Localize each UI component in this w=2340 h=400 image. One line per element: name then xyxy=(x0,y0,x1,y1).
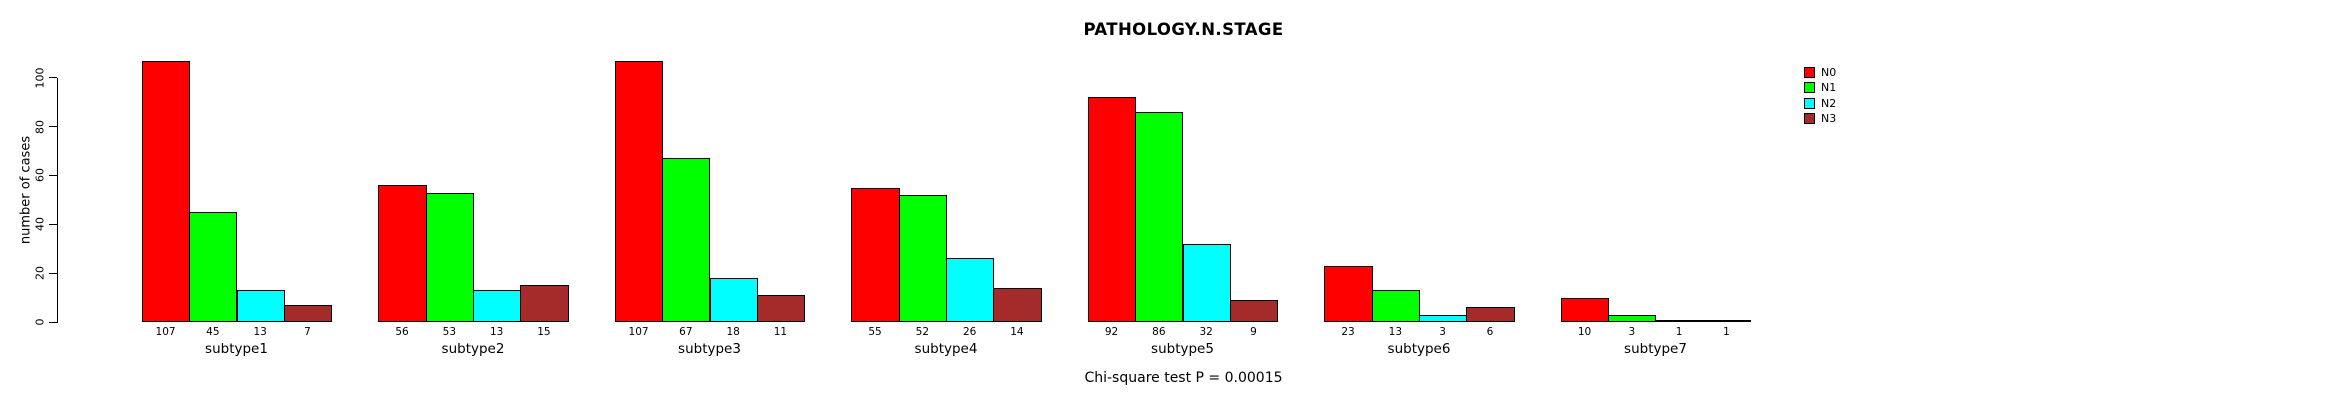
legend-label-n2: N2 xyxy=(1821,96,1837,110)
bar-value-label: 11 xyxy=(773,326,788,338)
y-axis-tick xyxy=(49,272,57,274)
bar-n1-subtype5 xyxy=(1135,111,1184,322)
bar-value-label: 107 xyxy=(155,326,176,338)
x-category-label: subtype4 xyxy=(914,341,978,357)
chart-title: PATHOLOGY.N.STAGE xyxy=(1083,20,1284,39)
bar-n3-subtype1 xyxy=(283,304,333,322)
bar-n0-subtype5 xyxy=(1087,97,1137,322)
bar-value-label: 14 xyxy=(1010,326,1024,338)
bar-value-label: 86 xyxy=(1152,326,1166,338)
legend-swatch-n1 xyxy=(1804,82,1815,94)
bar-value-label: 9 xyxy=(1250,326,1257,338)
bar-n1-subtype4 xyxy=(898,194,947,322)
x-category-label: subtype1 xyxy=(205,341,268,357)
bar-value-label: 92 xyxy=(1104,326,1119,338)
bar-value-label: 67 xyxy=(679,326,693,338)
bar-n3-subtype4 xyxy=(993,287,1042,322)
bar-value-label: 18 xyxy=(726,326,740,338)
bar-value-label: 53 xyxy=(442,326,457,338)
bar-value-label: 26 xyxy=(962,326,977,338)
bar-n1-subtype2 xyxy=(425,192,474,322)
y-axis-tick xyxy=(49,223,57,225)
x-category-label: subtype2 xyxy=(441,341,505,357)
legend-label-n0: N0 xyxy=(1821,66,1837,79)
bar-n2-subtype2 xyxy=(473,290,522,322)
chi-square-note: Chi-square test P = 0.00015 xyxy=(1084,370,1283,386)
bar-n2-subtype1 xyxy=(236,290,285,322)
x-category-label: subtype5 xyxy=(1151,341,1214,357)
bar-n1-subtype7 xyxy=(1608,314,1657,322)
bar-value-label: 52 xyxy=(915,326,930,338)
bar-n0-subtype7 xyxy=(1560,297,1610,322)
y-axis-tick xyxy=(49,77,57,79)
bar-n0-subtype1 xyxy=(141,60,191,322)
bar-n3-subtype7 xyxy=(1702,319,1752,322)
bar-n3-subtype3 xyxy=(756,295,806,322)
bar-value-label: 10 xyxy=(1577,326,1592,338)
bar-value-label: 3 xyxy=(1628,326,1636,338)
bar-n2-subtype5 xyxy=(1182,243,1231,322)
bar-value-label: 13 xyxy=(253,326,267,338)
bar-value-label: 107 xyxy=(628,326,649,338)
x-category-label: subtype7 xyxy=(1624,341,1687,357)
x-category-label: subtype6 xyxy=(1387,341,1451,357)
legend-swatch-n0 xyxy=(1804,67,1815,78)
y-axis-line xyxy=(57,77,58,323)
bar-value-label: 56 xyxy=(395,326,409,338)
y-axis-tick xyxy=(49,321,57,323)
bar-n3-subtype5 xyxy=(1229,300,1279,322)
bar-value-label: 7 xyxy=(304,326,311,338)
x-category-label: subtype3 xyxy=(678,341,741,357)
bar-value-label: 6 xyxy=(1486,326,1494,338)
legend-swatch-n2 xyxy=(1804,97,1815,109)
bar-n2-subtype4 xyxy=(946,258,995,322)
bar-n3-subtype6 xyxy=(1466,307,1515,322)
bar-n1-subtype1 xyxy=(189,212,238,322)
bar-value-label: 23 xyxy=(1341,326,1355,338)
legend-swatch-n3 xyxy=(1804,112,1815,124)
bar-value-label: 3 xyxy=(1439,326,1446,338)
bar-n0-subtype4 xyxy=(851,187,900,322)
bar-value-label: 45 xyxy=(206,326,220,338)
legend-label-n3: N3 xyxy=(1821,111,1837,125)
bar-value-label: 13 xyxy=(489,326,504,338)
y-axis-tick xyxy=(49,126,57,128)
bar-n1-subtype6 xyxy=(1371,290,1420,322)
bar-n1-subtype3 xyxy=(662,158,711,322)
bar-value-label: 13 xyxy=(1388,326,1403,338)
bar-n3-subtype2 xyxy=(520,285,569,322)
bar-value-label: 32 xyxy=(1199,326,1213,338)
y-axis-tick xyxy=(49,174,57,176)
legend-label-n1: N1 xyxy=(1821,81,1837,95)
bar-value-label: 15 xyxy=(537,326,551,338)
bar-value-label: 55 xyxy=(868,326,882,338)
bar-n0-subtype6 xyxy=(1324,265,1373,322)
bar-value-label: 1 xyxy=(1723,326,1730,338)
bar-value-label: 1 xyxy=(1675,326,1683,338)
